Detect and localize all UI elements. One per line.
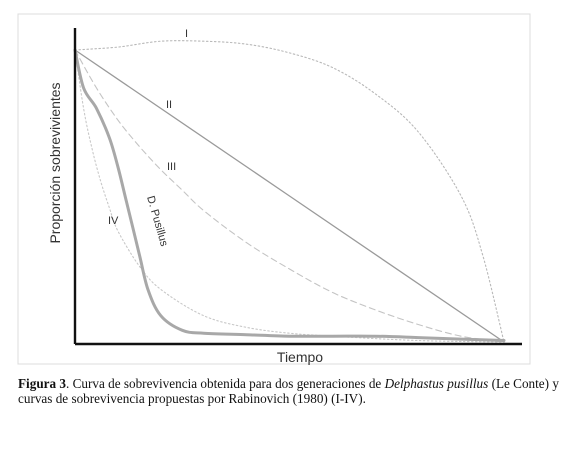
y-axis-title: Proporción sobrevivientes	[47, 82, 63, 243]
series-label-d-pusillus: D. Pusillus	[144, 195, 170, 249]
series-line-iii	[74, 49, 505, 343]
x-axis-title: Tiempo	[277, 349, 323, 365]
series-line-ii	[74, 49, 505, 343]
caption-species: Delphastus pusillus	[384, 376, 489, 391]
caption-text-1: . Curva de sobrevivencia obtenida para d…	[66, 376, 385, 391]
series-label-i: I	[185, 28, 188, 40]
caption-label: Figura 3	[18, 376, 66, 391]
series-label-ii: II	[166, 99, 172, 111]
series-line-d-pusillus	[73, 48, 506, 342]
figure-caption: Figura 3. Curva de sobrevivencia obtenid…	[18, 376, 568, 406]
caption-text-2: (Le Conte) y curvas de sobrevivencia pro…	[18, 376, 559, 406]
series-label-iv: IV	[108, 215, 119, 227]
curves-layer	[73, 40, 506, 343]
figure-frame	[17, 13, 531, 365]
series-line-i	[74, 40, 505, 343]
series-label-iii: III	[167, 161, 176, 173]
